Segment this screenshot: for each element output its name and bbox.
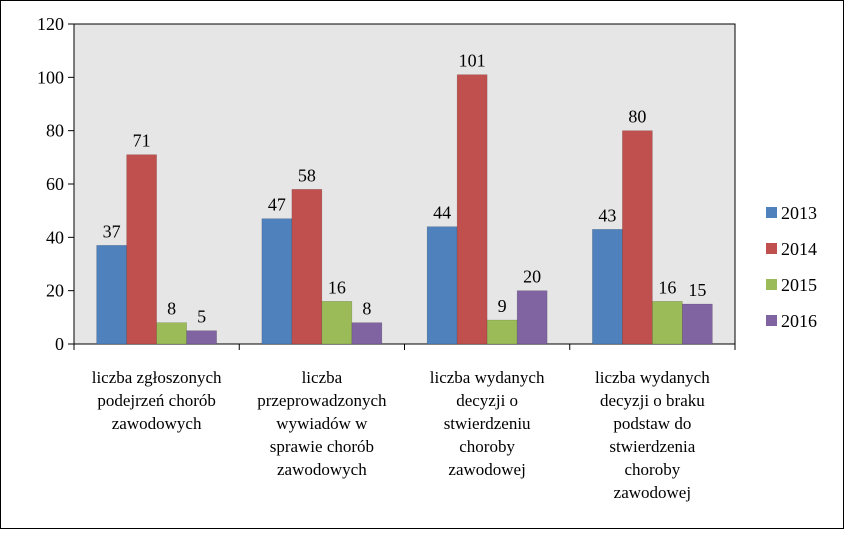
- legend-label: 2013: [781, 203, 817, 223]
- data-label: 9: [498, 296, 507, 316]
- category-label: sprawie chorób: [270, 437, 374, 456]
- bar-2015: [156, 322, 187, 345]
- category-label: zawodowej: [448, 460, 525, 479]
- y-tick-label: 80: [46, 121, 64, 141]
- y-tick-label: 0: [55, 334, 64, 354]
- data-label: 16: [328, 277, 346, 297]
- data-label: 101: [459, 51, 486, 71]
- legend-label: 2016: [781, 311, 817, 331]
- data-label: 5: [197, 307, 206, 327]
- category-label: liczba wydanych: [595, 368, 710, 387]
- y-tick-label: 60: [46, 174, 64, 194]
- data-label: 71: [133, 131, 151, 151]
- y-tick-label: 40: [46, 227, 64, 247]
- legend-swatch: [766, 315, 777, 326]
- category-label: zawodowej: [614, 483, 691, 502]
- bar-2013: [96, 245, 127, 345]
- bar-2014: [126, 154, 157, 345]
- bar-2015: [321, 301, 353, 345]
- category-label: podstaw do: [613, 414, 691, 433]
- legend-swatch: [766, 207, 777, 218]
- category-label: decyzji o: [456, 391, 518, 410]
- data-label: 44: [433, 203, 451, 223]
- bar-2016: [351, 322, 383, 345]
- bar-2013: [261, 218, 293, 345]
- category-label: wywiadów w: [276, 414, 368, 433]
- data-label: 15: [688, 280, 706, 300]
- category-label: decyzji o braku: [600, 391, 705, 410]
- category-label: liczba wydanych: [430, 368, 545, 387]
- bar-2013: [592, 229, 623, 345]
- legend-label: 2014: [781, 239, 817, 259]
- data-label: 47: [268, 195, 286, 215]
- y-tick-label: 120: [37, 14, 64, 34]
- category-label: stwierdzeniu: [444, 414, 531, 433]
- category-label: zawodowych: [277, 460, 367, 479]
- data-label: 20: [523, 267, 541, 287]
- data-label: 8: [167, 299, 176, 319]
- data-label: 37: [103, 221, 121, 241]
- bar-2016: [516, 290, 548, 345]
- category-label: zawodowych: [112, 414, 202, 433]
- bar-2016: [682, 303, 713, 345]
- data-label: 80: [628, 107, 646, 127]
- data-label: 58: [298, 165, 316, 185]
- y-tick-label: 100: [37, 67, 64, 87]
- category-label: choroby: [625, 460, 681, 479]
- bar-2014: [622, 130, 653, 345]
- bar-2016: [186, 330, 217, 345]
- bar-2014: [456, 74, 488, 345]
- bar-2014: [291, 189, 323, 345]
- legend-label: 2015: [781, 275, 817, 295]
- y-tick-label: 20: [46, 281, 64, 301]
- bar-2015: [652, 301, 683, 345]
- category-label: podejrzeń chorób: [97, 391, 215, 410]
- data-label: 8: [362, 299, 371, 319]
- legend-swatch: [766, 279, 777, 290]
- data-label: 16: [658, 277, 676, 297]
- category-label: choroby: [459, 437, 515, 456]
- category-label: przeprowadzonych: [257, 391, 387, 410]
- data-label: 43: [598, 205, 616, 225]
- bar-2015: [486, 319, 518, 345]
- category-label: stwierdzenia: [609, 437, 695, 456]
- bar-2013: [426, 226, 458, 345]
- legend-swatch: [766, 243, 777, 254]
- category-label: liczba: [302, 368, 343, 387]
- category-label: liczba zgłoszonych: [92, 368, 222, 387]
